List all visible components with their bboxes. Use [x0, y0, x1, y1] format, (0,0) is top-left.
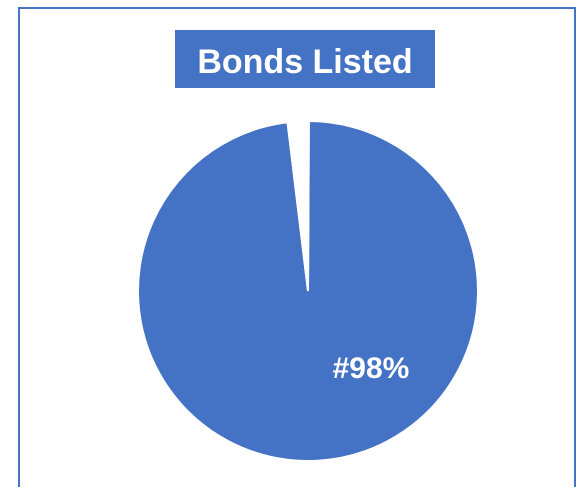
- data-label: #98%: [333, 352, 410, 385]
- pie-slices: [137, 119, 479, 462]
- pie-slice-1: [286, 120, 310, 292]
- title-background: [175, 30, 435, 88]
- chart-title: Bonds Listed: [197, 43, 412, 81]
